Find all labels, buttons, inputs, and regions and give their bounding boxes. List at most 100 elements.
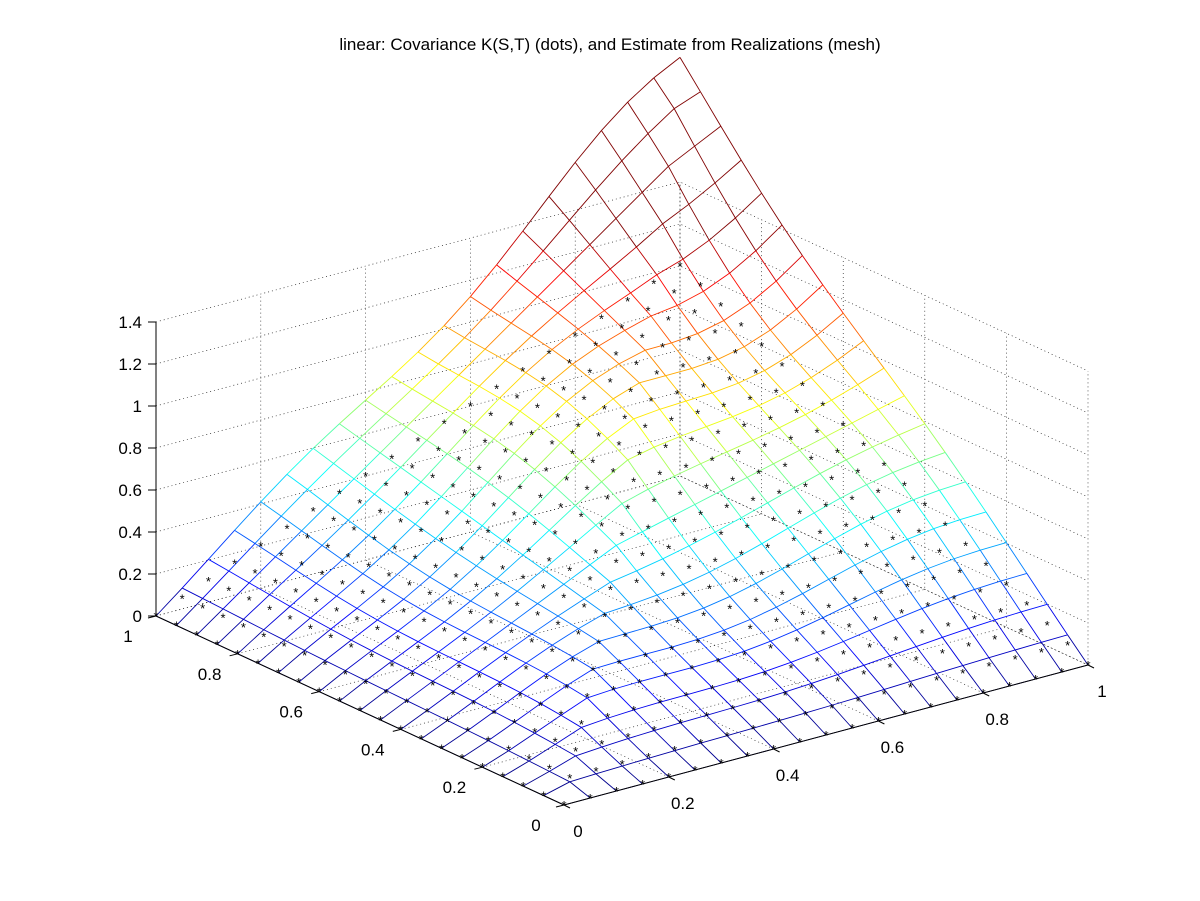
mesh-edge bbox=[598, 641, 620, 662]
mesh-edge bbox=[749, 619, 771, 642]
mesh-edge bbox=[505, 633, 533, 653]
mesh-edge bbox=[831, 384, 859, 401]
mesh-edge bbox=[490, 611, 512, 624]
mesh-edge bbox=[467, 730, 489, 741]
covariance-dot: * bbox=[436, 651, 441, 666]
mesh-edge bbox=[636, 558, 663, 572]
mesh-edge bbox=[324, 660, 346, 672]
mesh-edge bbox=[1000, 572, 1027, 582]
covariance-dot: * bbox=[541, 581, 546, 596]
mesh-edge bbox=[222, 608, 244, 620]
mesh-edge bbox=[633, 418, 655, 448]
covariance-dot: * bbox=[375, 623, 380, 638]
covariance-dot: * bbox=[360, 586, 365, 601]
mesh-edge bbox=[854, 564, 876, 593]
covariance-dot: * bbox=[573, 329, 578, 344]
mesh-edge bbox=[834, 538, 856, 566]
mesh-edge bbox=[487, 721, 515, 741]
covariance-dot: * bbox=[363, 677, 368, 692]
mesh-edge bbox=[793, 487, 815, 514]
mesh-surface bbox=[155, 57, 1089, 806]
mesh-edge bbox=[481, 497, 509, 527]
covariance-dot: * bbox=[596, 429, 601, 444]
mesh-edge bbox=[374, 467, 401, 495]
mesh-edge bbox=[493, 410, 521, 440]
mesh-edge bbox=[414, 496, 442, 525]
mesh-edge bbox=[484, 642, 506, 653]
covariance-dot: * bbox=[619, 321, 624, 336]
mesh-edge bbox=[458, 661, 480, 673]
covariance-dot: * bbox=[241, 620, 246, 635]
mesh-edge bbox=[589, 244, 611, 270]
mesh-edge bbox=[656, 583, 684, 596]
covariance-dot: * bbox=[707, 353, 712, 368]
mesh-edge bbox=[510, 296, 538, 324]
covariance-dot: * bbox=[951, 592, 956, 607]
mesh-edge bbox=[321, 545, 343, 561]
mesh-edge bbox=[717, 659, 739, 681]
mesh-edge bbox=[880, 551, 902, 581]
mesh-edge bbox=[502, 513, 530, 541]
mesh-edge bbox=[974, 580, 1001, 590]
mesh-edge bbox=[260, 501, 282, 517]
mesh-edge bbox=[467, 438, 495, 469]
mesh-edge bbox=[723, 629, 745, 652]
mesh-edge bbox=[805, 414, 827, 437]
mesh-edge bbox=[496, 554, 524, 580]
mesh-edge bbox=[516, 569, 544, 592]
covariance-dot: * bbox=[503, 445, 508, 460]
mesh-edge bbox=[528, 513, 550, 531]
mesh-edge bbox=[345, 650, 372, 672]
mesh-edge bbox=[802, 593, 824, 618]
mesh-edge bbox=[746, 463, 774, 478]
mesh-edge bbox=[420, 481, 442, 497]
covariance-dot: * bbox=[645, 303, 650, 318]
mesh-edge bbox=[412, 670, 433, 682]
mesh-edge bbox=[641, 165, 669, 193]
covariance-dot: * bbox=[555, 410, 560, 425]
mesh-edge bbox=[511, 603, 538, 624]
mesh-edge bbox=[673, 91, 701, 109]
mesh-edge bbox=[377, 598, 404, 621]
covariance-dot: * bbox=[919, 626, 924, 641]
x-gridline bbox=[260, 294, 669, 778]
mesh-edge bbox=[537, 583, 565, 605]
mesh-edge bbox=[609, 268, 631, 294]
mesh-edge bbox=[758, 392, 786, 407]
mesh-edge bbox=[513, 425, 541, 454]
z-tick-label: 0.4 bbox=[118, 523, 142, 542]
mesh-edge bbox=[726, 451, 748, 478]
mesh-edge bbox=[732, 699, 760, 709]
mesh-edge bbox=[540, 401, 567, 427]
mesh-edge bbox=[181, 587, 203, 599]
covariance-dot: * bbox=[631, 475, 636, 490]
mesh-edge bbox=[849, 591, 876, 606]
mesh-edge bbox=[808, 553, 830, 580]
mesh-edge bbox=[775, 255, 803, 282]
mesh-edge bbox=[962, 657, 990, 666]
covariance-dot: * bbox=[445, 507, 450, 522]
mesh-edge bbox=[432, 374, 460, 402]
mesh-edge bbox=[514, 721, 536, 734]
mesh-edge bbox=[563, 244, 591, 272]
covariance-dot: * bbox=[966, 639, 971, 654]
covariance-dot: * bbox=[884, 559, 889, 574]
mesh-edge bbox=[831, 399, 853, 424]
z-gridline bbox=[155, 307, 1089, 498]
covariance-dot: * bbox=[547, 554, 552, 569]
mesh-edge bbox=[592, 668, 614, 690]
mesh-edge bbox=[301, 504, 329, 532]
covariance-dot: * bbox=[887, 660, 892, 675]
covariance-dot: * bbox=[558, 708, 563, 723]
mesh-edge bbox=[595, 524, 617, 546]
mesh-edge bbox=[446, 425, 474, 455]
mesh-edge bbox=[386, 690, 407, 701]
mesh-edge bbox=[636, 246, 658, 275]
covariance-dot: * bbox=[750, 494, 755, 509]
mesh-edge bbox=[575, 755, 597, 775]
covariance-dot: * bbox=[902, 478, 907, 493]
covariance-dot: * bbox=[890, 532, 895, 547]
mesh-edge bbox=[799, 436, 827, 451]
covariance-dot: * bbox=[331, 513, 336, 528]
mesh-edge bbox=[310, 595, 337, 619]
